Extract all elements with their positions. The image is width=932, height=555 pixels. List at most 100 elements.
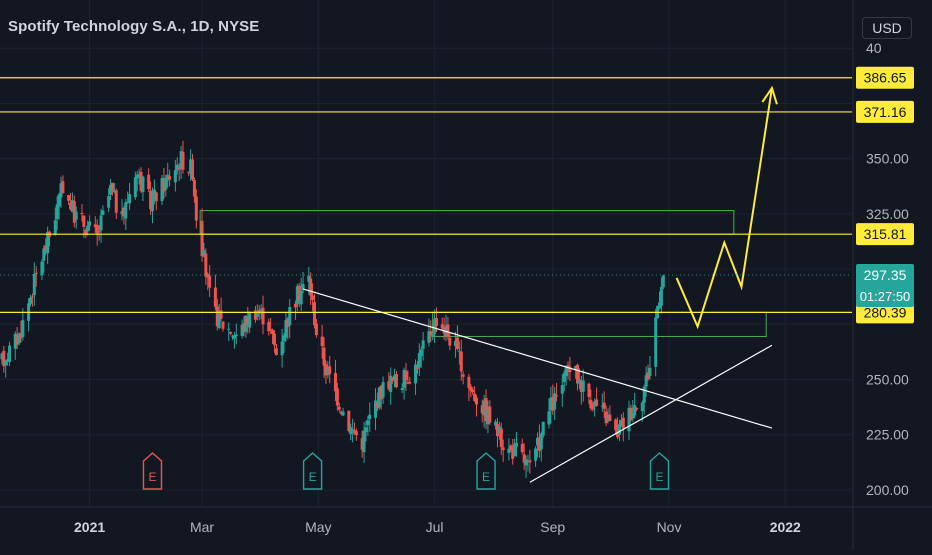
candle-down <box>408 376 412 385</box>
candle-down <box>229 331 233 335</box>
candle-body <box>333 373 337 392</box>
candle-body <box>173 170 177 183</box>
candle-up <box>381 376 385 404</box>
candle-body <box>486 408 490 425</box>
candle-body <box>72 201 76 223</box>
candle-body <box>150 198 154 212</box>
candle-down <box>360 430 364 458</box>
candle-body <box>568 366 572 373</box>
candle-body <box>293 303 297 308</box>
candle-up <box>547 398 551 429</box>
earnings-marker-1[interactable]: E <box>142 452 163 490</box>
candle-down <box>272 330 276 353</box>
candle-body <box>149 190 153 210</box>
candle-body <box>0 353 4 360</box>
candle-down <box>328 355 332 384</box>
candle-body <box>284 320 288 338</box>
candle-down <box>589 389 593 411</box>
grid-lines <box>0 0 852 507</box>
chart-title: Spotify Technology S.A., 1D, NYSE <box>8 18 260 35</box>
candle-up <box>124 198 128 230</box>
candle-body <box>175 164 179 171</box>
candle-body <box>74 211 78 220</box>
candle-body <box>353 430 357 434</box>
price-tick-label: 250.00 <box>866 372 909 388</box>
candle-body <box>93 224 97 228</box>
candle-body <box>8 345 12 362</box>
candle-up <box>633 392 637 419</box>
candle-up <box>433 309 437 343</box>
candle-body <box>32 274 36 296</box>
time-tick-label: 2022 <box>770 519 801 535</box>
candle-up <box>55 196 59 231</box>
candle-body <box>589 399 593 409</box>
candle-up <box>619 414 623 427</box>
price-tick-label: 200.00 <box>866 482 909 498</box>
candle-down <box>379 384 383 410</box>
candle-body <box>349 427 353 435</box>
candle-down <box>604 405 608 426</box>
candle-body <box>629 407 633 421</box>
candle-body <box>524 459 528 466</box>
candle-up <box>486 400 490 434</box>
candle-body <box>219 310 223 319</box>
level-price-label-text: 280.39 <box>864 304 907 320</box>
candle-body <box>244 315 248 332</box>
candle-body <box>579 380 583 392</box>
candle-up <box>284 312 288 343</box>
candle-body <box>34 272 38 274</box>
candle-up <box>179 145 183 179</box>
currency-button[interactable]: USD <box>862 17 912 39</box>
candle-down <box>114 188 118 219</box>
candle-body <box>137 174 141 178</box>
candle-down <box>602 391 606 419</box>
candle-body <box>206 273 210 278</box>
candle-body <box>442 326 446 334</box>
candle-body <box>604 411 608 424</box>
candle-up <box>126 191 130 204</box>
candle-down <box>455 325 459 351</box>
candle-body <box>394 374 398 388</box>
candle-down <box>646 364 650 382</box>
candle-body <box>282 335 286 342</box>
earnings-marker-4[interactable]: E <box>649 452 670 490</box>
candle-up <box>377 386 381 410</box>
candle-body <box>400 387 404 391</box>
candle-body <box>507 448 511 454</box>
candle-down <box>576 363 580 391</box>
candle-down <box>322 337 326 379</box>
candle-down <box>608 405 612 422</box>
candle-body <box>67 195 71 201</box>
candle-body <box>259 309 263 311</box>
candle-down <box>242 315 246 337</box>
candle-body <box>82 215 86 227</box>
candle-body <box>419 349 423 357</box>
earnings-marker-2[interactable]: E <box>302 452 323 490</box>
candle-up <box>373 388 377 431</box>
candle-up <box>482 394 486 428</box>
candle-down <box>394 370 398 389</box>
candle-up <box>244 315 248 338</box>
candle-down <box>528 449 532 474</box>
candle-body <box>21 320 25 337</box>
candle-up <box>21 308 25 341</box>
candle-down <box>208 265 212 297</box>
candle-body <box>139 171 143 191</box>
candle-body <box>128 194 132 204</box>
candle-down <box>480 399 484 423</box>
candle-body <box>635 408 639 410</box>
candle-up <box>515 431 519 457</box>
candle-up <box>574 365 578 379</box>
candle-body <box>30 296 34 298</box>
candle-down <box>181 140 185 174</box>
candle-down <box>621 412 625 442</box>
candle-body <box>324 364 328 376</box>
candle-up <box>57 192 61 220</box>
candle-down <box>520 438 524 455</box>
candle-up <box>402 367 406 400</box>
candle-body <box>135 174 139 179</box>
earnings-marker-3[interactable]: E <box>476 452 496 490</box>
candle-body <box>415 366 419 370</box>
candle-body <box>414 364 418 384</box>
